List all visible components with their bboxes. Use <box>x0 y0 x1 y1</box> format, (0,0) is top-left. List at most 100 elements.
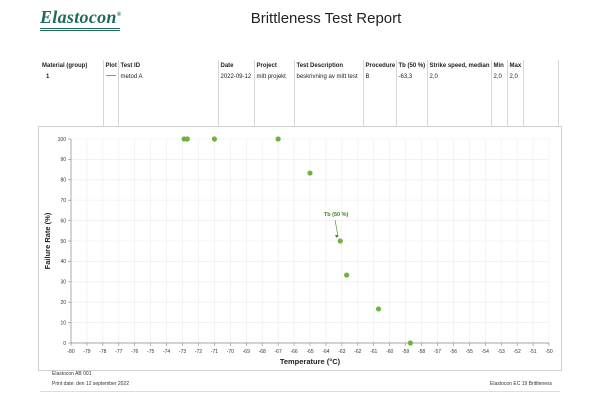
x-tick-label: -79 <box>83 349 90 355</box>
x-tick-label: -65 <box>306 349 313 355</box>
x-tick-label: -62 <box>354 349 361 355</box>
results-header-row: Material (group) Plot Test ID Date Proje… <box>40 60 559 71</box>
col-header-strike-speed: Strike speed, median <box>427 60 492 71</box>
chart-annotation: Tb (50 %) <box>324 212 349 238</box>
data-point <box>337 238 343 244</box>
cell-min: 2,0 <box>491 71 508 82</box>
cell-description: beskrivning av mitt test <box>294 71 364 82</box>
x-tick-label: -74 <box>163 349 170 355</box>
tb50-annotation-arrowhead <box>334 235 339 238</box>
y-tick-label: 90 <box>60 157 66 163</box>
y-tick-label: 40 <box>60 259 66 265</box>
col-header-min: Min <box>491 60 508 71</box>
data-point <box>307 170 313 176</box>
data-point <box>184 136 190 142</box>
x-tick-label: -53 <box>498 349 505 355</box>
table-row-empty <box>40 115 559 126</box>
y-tick-label: 70 <box>60 198 66 204</box>
data-point <box>275 136 281 142</box>
cell-date: 2022-09-12 <box>218 71 255 82</box>
x-tick-label: -55 <box>466 349 473 355</box>
footer-company: Elastocon AB 001 <box>52 371 92 377</box>
logo-text: Elastocon <box>40 7 117 27</box>
table-row-empty <box>40 104 559 115</box>
col-header-plot: Plot <box>103 60 119 71</box>
x-tick-label: -50 <box>545 349 552 355</box>
table-row-empty <box>40 82 559 93</box>
x-axis-label: Temperature (°C) <box>280 357 341 366</box>
x-tick-label: -59 <box>402 349 409 355</box>
x-tick-label: -52 <box>514 349 521 355</box>
cell-procedure: B <box>363 71 397 82</box>
y-tick-label: 60 <box>60 218 66 224</box>
logo-underline <box>40 28 120 31</box>
y-tick-label: 30 <box>60 280 66 286</box>
y-tick-label: 10 <box>60 320 66 326</box>
col-header-test-id: Test ID <box>118 60 219 71</box>
cell-tb50: -63,3 <box>396 71 428 82</box>
cell-blank <box>523 71 559 82</box>
x-tick-label: -58 <box>418 349 425 355</box>
table-row: 1 metod A 2022-09-12 mitt projekt beskri… <box>40 71 559 82</box>
x-tick-label: -51 <box>529 349 536 355</box>
cell-strike-speed: 2,0 <box>427 71 492 82</box>
cell-plot <box>103 71 119 82</box>
cell-max: 2,0 <box>507 71 524 82</box>
y-tick-label: 100 <box>58 137 67 143</box>
x-tick-label: -73 <box>179 349 186 355</box>
footer-product: Elastocon EC 19 Brittleness <box>490 381 552 387</box>
chart-frame <box>38 126 562 371</box>
x-tick-label: -60 <box>386 349 393 355</box>
table-row-empty <box>40 93 559 104</box>
cell-project: mitt projekt <box>254 71 295 82</box>
y-tick-label: 0 <box>63 341 66 347</box>
x-tick-label: -71 <box>211 349 218 355</box>
report-title-text: Brittleness Test Report <box>250 10 402 27</box>
col-header-project: Project <box>254 60 295 71</box>
x-tick-label: -64 <box>322 349 329 355</box>
data-point <box>375 306 382 312</box>
cell-material: 1 <box>40 71 104 82</box>
x-tick-label: -56 <box>450 349 457 355</box>
x-tick-label: -63 <box>338 349 345 355</box>
tb50-annotation-arrow <box>334 219 339 238</box>
data-point <box>211 136 217 142</box>
y-tick-label: 20 <box>60 300 66 306</box>
x-tick-label: -70 <box>227 349 234 355</box>
x-tick-label: -78 <box>99 349 106 355</box>
chart-points <box>181 136 413 346</box>
x-tick-label: -76 <box>131 349 138 355</box>
plot-legend-line <box>105 75 116 77</box>
footer-divider <box>40 391 560 392</box>
tb50-annotation-label: Tb (50 %) <box>324 212 349 218</box>
col-header-tb50: Tb (50 %) <box>396 60 428 71</box>
col-header-max: Max <box>507 60 524 71</box>
col-header-blank <box>523 60 559 71</box>
data-point <box>407 340 413 346</box>
y-tick-label: 80 <box>60 178 66 184</box>
col-header-procedure: Procedure <box>363 60 397 71</box>
x-tick-label: -72 <box>195 349 202 355</box>
x-tick-label: -67 <box>275 349 282 355</box>
x-tick-label: -57 <box>434 349 441 355</box>
col-header-date: Date <box>218 60 255 71</box>
report-title: Brittleness Test Report <box>0 10 600 27</box>
failure-rate-chart: -80 -79 -78 -77 -76 -75 -74 -73 -72 -71 -70 -69 -68 -… <box>43 136 553 366</box>
registered-mark: ® <box>116 12 122 18</box>
footer-print-date: Print date: den 12 september 2022 <box>52 381 129 387</box>
cell-test-id: metod A <box>118 71 219 82</box>
x-tick-label: -68 <box>259 349 266 355</box>
x-tick-label: -54 <box>482 349 489 355</box>
y-tick-label: 50 <box>60 239 66 245</box>
x-tick-label: -77 <box>115 349 122 355</box>
chart-grid <box>70 138 550 344</box>
x-tick-label: -75 <box>147 349 154 355</box>
col-header-material: Material (group) <box>40 60 104 71</box>
col-header-description: Test Description <box>294 60 364 71</box>
y-axis-label: Failure Rate (%) <box>43 212 52 269</box>
x-tick-label: -80 <box>67 349 74 355</box>
chart-axes <box>68 138 550 346</box>
x-tick-label: -61 <box>370 349 377 355</box>
x-tick-label: -69 <box>243 349 250 355</box>
chart-ticks: -80 -79 -78 -77 -76 -75 -74 -73 -72 -71 -70 -69 -68 -… <box>58 137 553 355</box>
